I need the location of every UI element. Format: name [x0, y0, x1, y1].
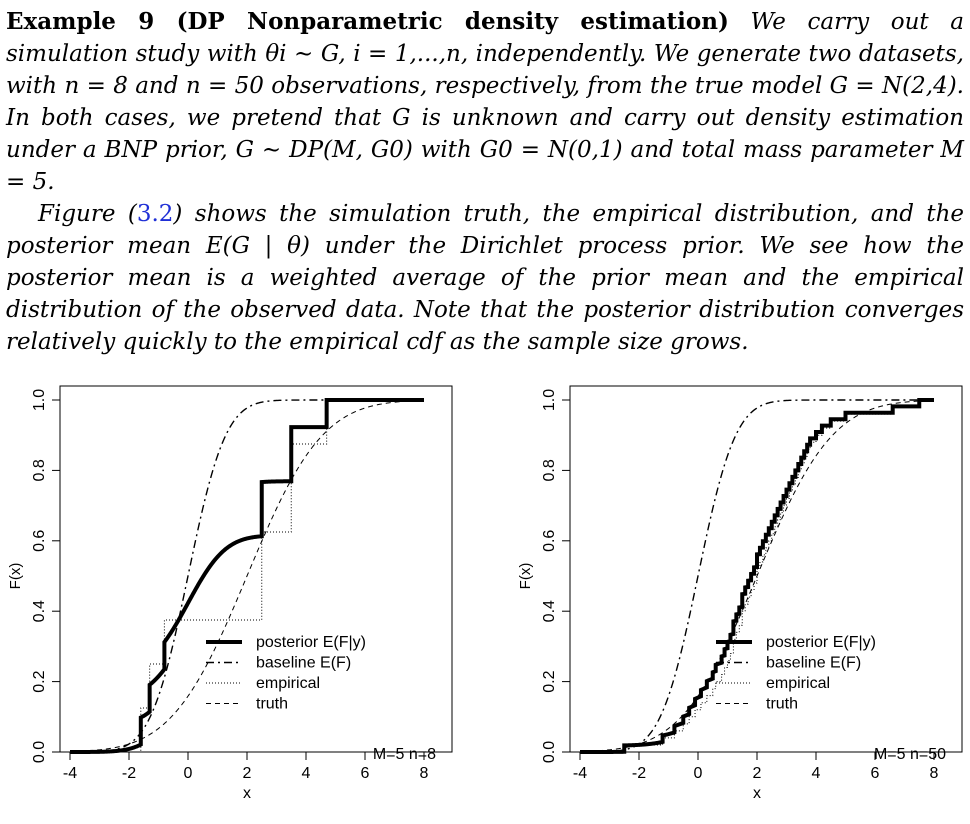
y-tick-label: 0.4	[31, 600, 48, 622]
y-axis-label: F(x)	[517, 563, 534, 590]
y-tick-label: 0.8	[541, 459, 558, 481]
x-tick-label: 6	[361, 765, 370, 782]
plot-left: -4 -2 0 2 4 6 8 x 0.0 0.2 0.4 0.6 0.8 1.0 F(x) posterio…	[7, 385, 453, 802]
x-tick-label: 8	[420, 765, 429, 782]
truth-line	[579, 399, 935, 753]
x-tick-label: 8	[930, 765, 939, 782]
y-tick-label: 0.6	[31, 530, 48, 552]
y-axis-label: F(x)	[7, 563, 24, 590]
x-tick-label: 4	[812, 765, 821, 782]
y-tick-label: 0.0	[541, 741, 558, 763]
y-tick-label: 0.6	[541, 530, 558, 552]
x-axis: -4 -2 0 2 4 6 8 x	[63, 751, 429, 802]
y-tick-label: 0.2	[541, 670, 558, 692]
legend-label: empirical	[766, 675, 830, 692]
posterior-line	[580, 398, 934, 754]
y-axis: 0.0 0.2 0.4 0.6 0.8 1.0 F(x)	[517, 389, 571, 763]
example-heading: Example 9 (DP Nonparametric density esti…	[6, 8, 729, 35]
x-axis-label: x	[753, 785, 761, 802]
y-tick-label: 0.8	[31, 459, 48, 481]
legend-label: truth	[256, 696, 288, 713]
x-tick-label: 6	[871, 765, 880, 782]
y-tick-label: 0.4	[541, 600, 558, 622]
y-tick-label: 0.0	[31, 741, 48, 763]
x-tick-label: -2	[122, 765, 136, 782]
y-tick-label: 0.2	[31, 670, 48, 692]
x-tick-label: 2	[753, 765, 762, 782]
figure-reference-link[interactable]: 3.2	[136, 201, 174, 227]
legend-label: empirical	[256, 675, 320, 692]
legend-label: posterior E(F|y)	[256, 634, 366, 651]
paragraph-2-end: ) shows the simulation truth, the empiri…	[6, 201, 964, 355]
x-tick-label: 4	[302, 765, 311, 782]
y-axis: 0.0 0.2 0.4 0.6 0.8 1.0 F(x)	[7, 389, 61, 763]
y-tick-label: 1.0	[541, 389, 558, 411]
legend-label: truth	[766, 696, 798, 713]
plot-lines	[69, 398, 425, 754]
legend-label: baseline E(F)	[766, 655, 861, 672]
x-axis: -4 -2 0 2 4 6 8 x	[573, 751, 939, 802]
annotation-label: M=5 n=50	[874, 746, 946, 763]
paragraph-1: Example 9 (DP Nonparametric density esti…	[6, 6, 964, 198]
posterior-line	[70, 398, 424, 754]
legend: posterior E(F|y) baseline E(F) empirical tr…	[206, 634, 366, 713]
x-tick-label: 2	[243, 765, 252, 782]
paragraph-2: Figure (3.2) shows the simulation truth,…	[6, 198, 964, 358]
y-tick-label: 1.0	[31, 389, 48, 411]
paragraph-1-body: We carry out a simulation study with θi …	[6, 9, 964, 195]
x-tick-label: 0	[184, 765, 193, 782]
legend-label: posterior E(F|y)	[766, 634, 876, 651]
x-axis-label: x	[243, 785, 251, 802]
truth-line	[69, 399, 425, 753]
x-tick-label: -2	[632, 765, 646, 782]
legend: posterior E(F|y) baseline E(F) empirical tr…	[716, 634, 876, 713]
plot-right: -4 -2 0 2 4 6 8 x 0.0 0.2 0.4 0.6 0.8 1.0 F(x) posterio…	[517, 385, 963, 802]
x-tick-label: -4	[63, 765, 77, 782]
example-text: Example 9 (DP Nonparametric density esti…	[6, 6, 964, 358]
x-tick-label: -4	[573, 765, 587, 782]
x-tick-label: 0	[694, 765, 703, 782]
paragraph-2-start: Figure (	[38, 201, 137, 227]
legend-label: baseline E(F)	[256, 655, 351, 672]
annotation-label: M=5 n=8	[373, 746, 436, 763]
plot-lines	[579, 398, 935, 754]
